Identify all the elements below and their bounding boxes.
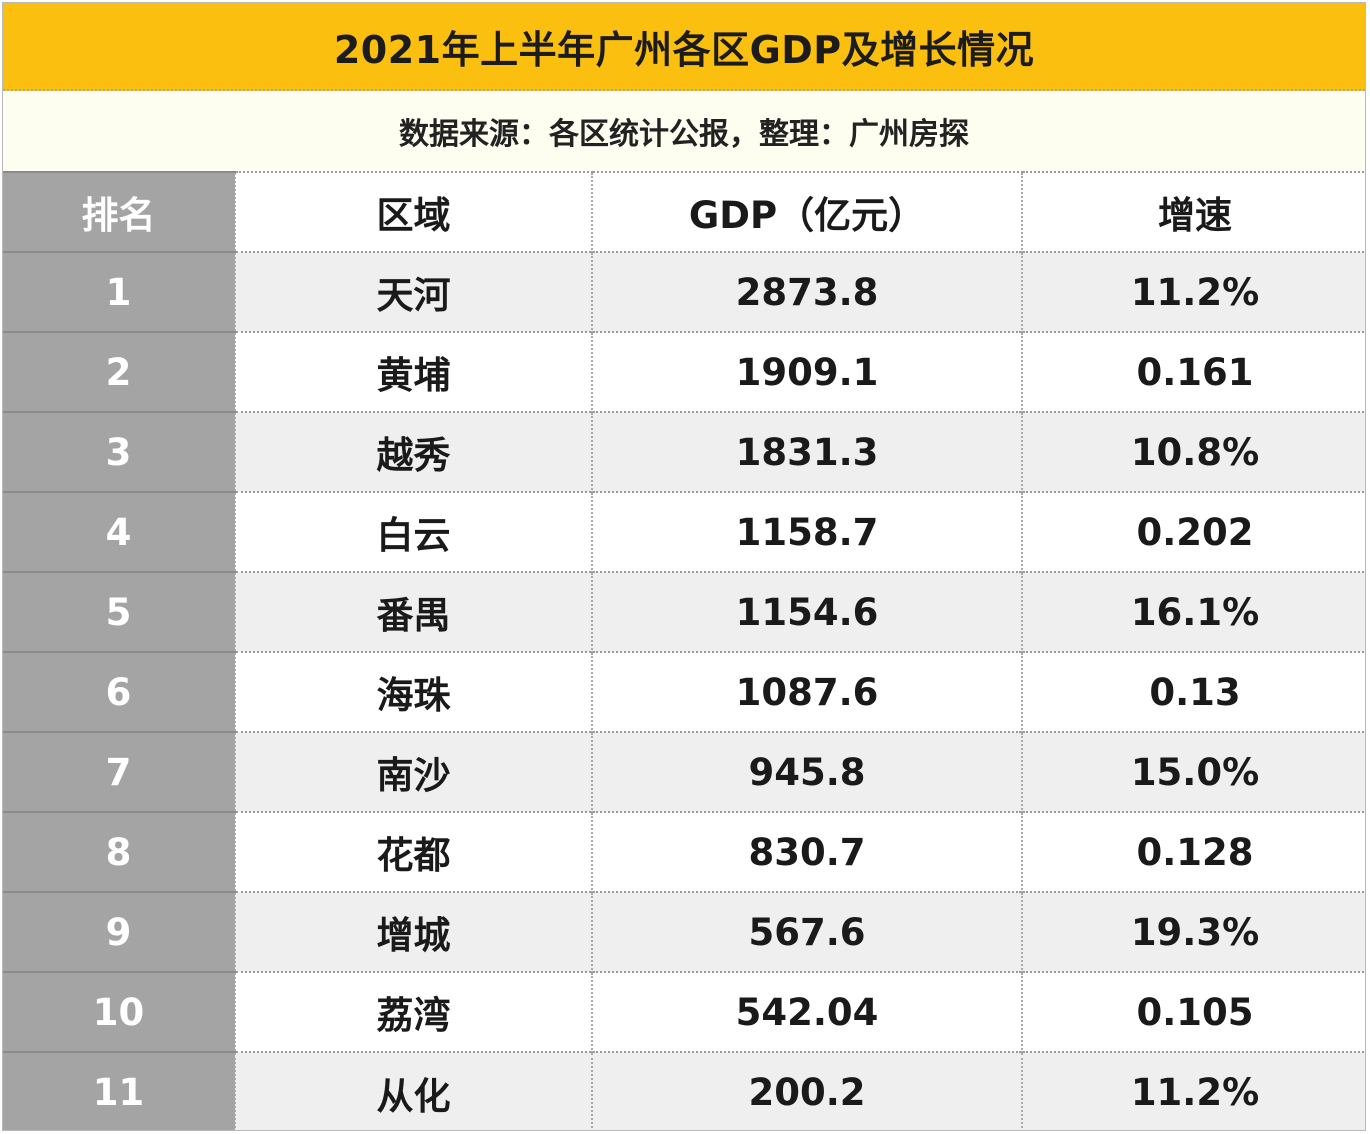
rate-cell: 10.8%	[1021, 411, 1365, 492]
table-row: 7 南沙 945.8 15.0%	[3, 731, 1365, 812]
rank-cell: 6	[3, 651, 235, 732]
gdp-cell: 830.7	[591, 811, 1022, 892]
rank-cell: 7	[3, 731, 235, 812]
rate-cell: 19.3%	[1021, 891, 1365, 972]
table-title: 2021年上半年广州各区GDP及增长情况	[333, 27, 1035, 72]
gdp-cell: 567.6	[591, 891, 1022, 972]
area-cell: 荔湾	[234, 971, 592, 1052]
rate-cell: 15.0%	[1021, 731, 1365, 812]
table-row: 3 越秀 1831.3 10.8%	[3, 411, 1365, 492]
header-rank: 排名	[3, 171, 235, 252]
table-row: 10 荔湾 542.04 0.105	[3, 971, 1365, 1052]
area-cell: 白云	[234, 491, 592, 572]
area-cell: 南沙	[234, 731, 592, 812]
gdp-cell: 1154.6	[591, 571, 1022, 652]
rate-cell: 11.2%	[1021, 1051, 1365, 1130]
gdp-cell: 1831.3	[591, 411, 1022, 492]
gdp-cell: 945.8	[591, 731, 1022, 812]
table-row: 6 海珠 1087.6 0.13	[3, 651, 1365, 732]
gdp-cell: 1087.6	[591, 651, 1022, 732]
rank-cell: 4	[3, 491, 235, 572]
area-cell: 番禺	[234, 571, 592, 652]
table-row: 9 增城 567.6 19.3%	[3, 891, 1365, 972]
gdp-cell: 1909.1	[591, 331, 1022, 412]
source-bar: 数据来源：各区统计公报，整理：广州房探	[3, 91, 1365, 171]
gdp-table: 排名 区域 GDP（亿元） 增速 1 天河 2873.8 11.2% 2 黄埔 …	[3, 171, 1365, 1130]
rank-cell: 3	[3, 411, 235, 492]
rate-cell: 16.1%	[1021, 571, 1365, 652]
area-cell: 从化	[234, 1051, 592, 1130]
gdp-cell: 542.04	[591, 971, 1022, 1052]
area-cell: 增城	[234, 891, 592, 972]
area-cell: 海珠	[234, 651, 592, 732]
source-note: 数据来源：各区统计公报，整理：广州房探	[399, 117, 969, 152]
area-cell: 黄埔	[234, 331, 592, 412]
table-header-row: 排名 区域 GDP（亿元） 增速	[3, 171, 1365, 252]
table-row: 4 白云 1158.7 0.202	[3, 491, 1365, 572]
rank-cell: 2	[3, 331, 235, 412]
rate-cell: 0.13	[1021, 651, 1365, 732]
header-area: 区域	[234, 171, 592, 252]
area-cell: 花都	[234, 811, 592, 892]
rate-cell: 0.202	[1021, 491, 1365, 572]
rate-cell: 0.161	[1021, 331, 1365, 412]
rank-cell: 1	[3, 251, 235, 332]
rank-cell: 9	[3, 891, 235, 972]
header-gdp: GDP（亿元）	[591, 171, 1022, 252]
title-bar: 2021年上半年广州各区GDP及增长情况	[3, 3, 1365, 91]
header-rate: 增速	[1021, 171, 1365, 252]
rate-cell: 0.105	[1021, 971, 1365, 1052]
rank-cell: 5	[3, 571, 235, 652]
gdp-cell: 2873.8	[591, 251, 1022, 332]
table-row: 5 番禺 1154.6 16.1%	[3, 571, 1365, 652]
rank-cell: 11	[3, 1051, 235, 1130]
gdp-cell: 1158.7	[591, 491, 1022, 572]
rate-cell: 11.2%	[1021, 251, 1365, 332]
area-cell: 越秀	[234, 411, 592, 492]
gdp-cell: 200.2	[591, 1051, 1022, 1130]
table-row: 1 天河 2873.8 11.2%	[3, 251, 1365, 332]
table-row: 11 从化 200.2 11.2%	[3, 1051, 1365, 1130]
rank-cell: 8	[3, 811, 235, 892]
area-cell: 天河	[234, 251, 592, 332]
table-row: 2 黄埔 1909.1 0.161	[3, 331, 1365, 412]
table-row: 8 花都 830.7 0.128	[3, 811, 1365, 892]
rank-cell: 10	[3, 971, 235, 1052]
rate-cell: 0.128	[1021, 811, 1365, 892]
